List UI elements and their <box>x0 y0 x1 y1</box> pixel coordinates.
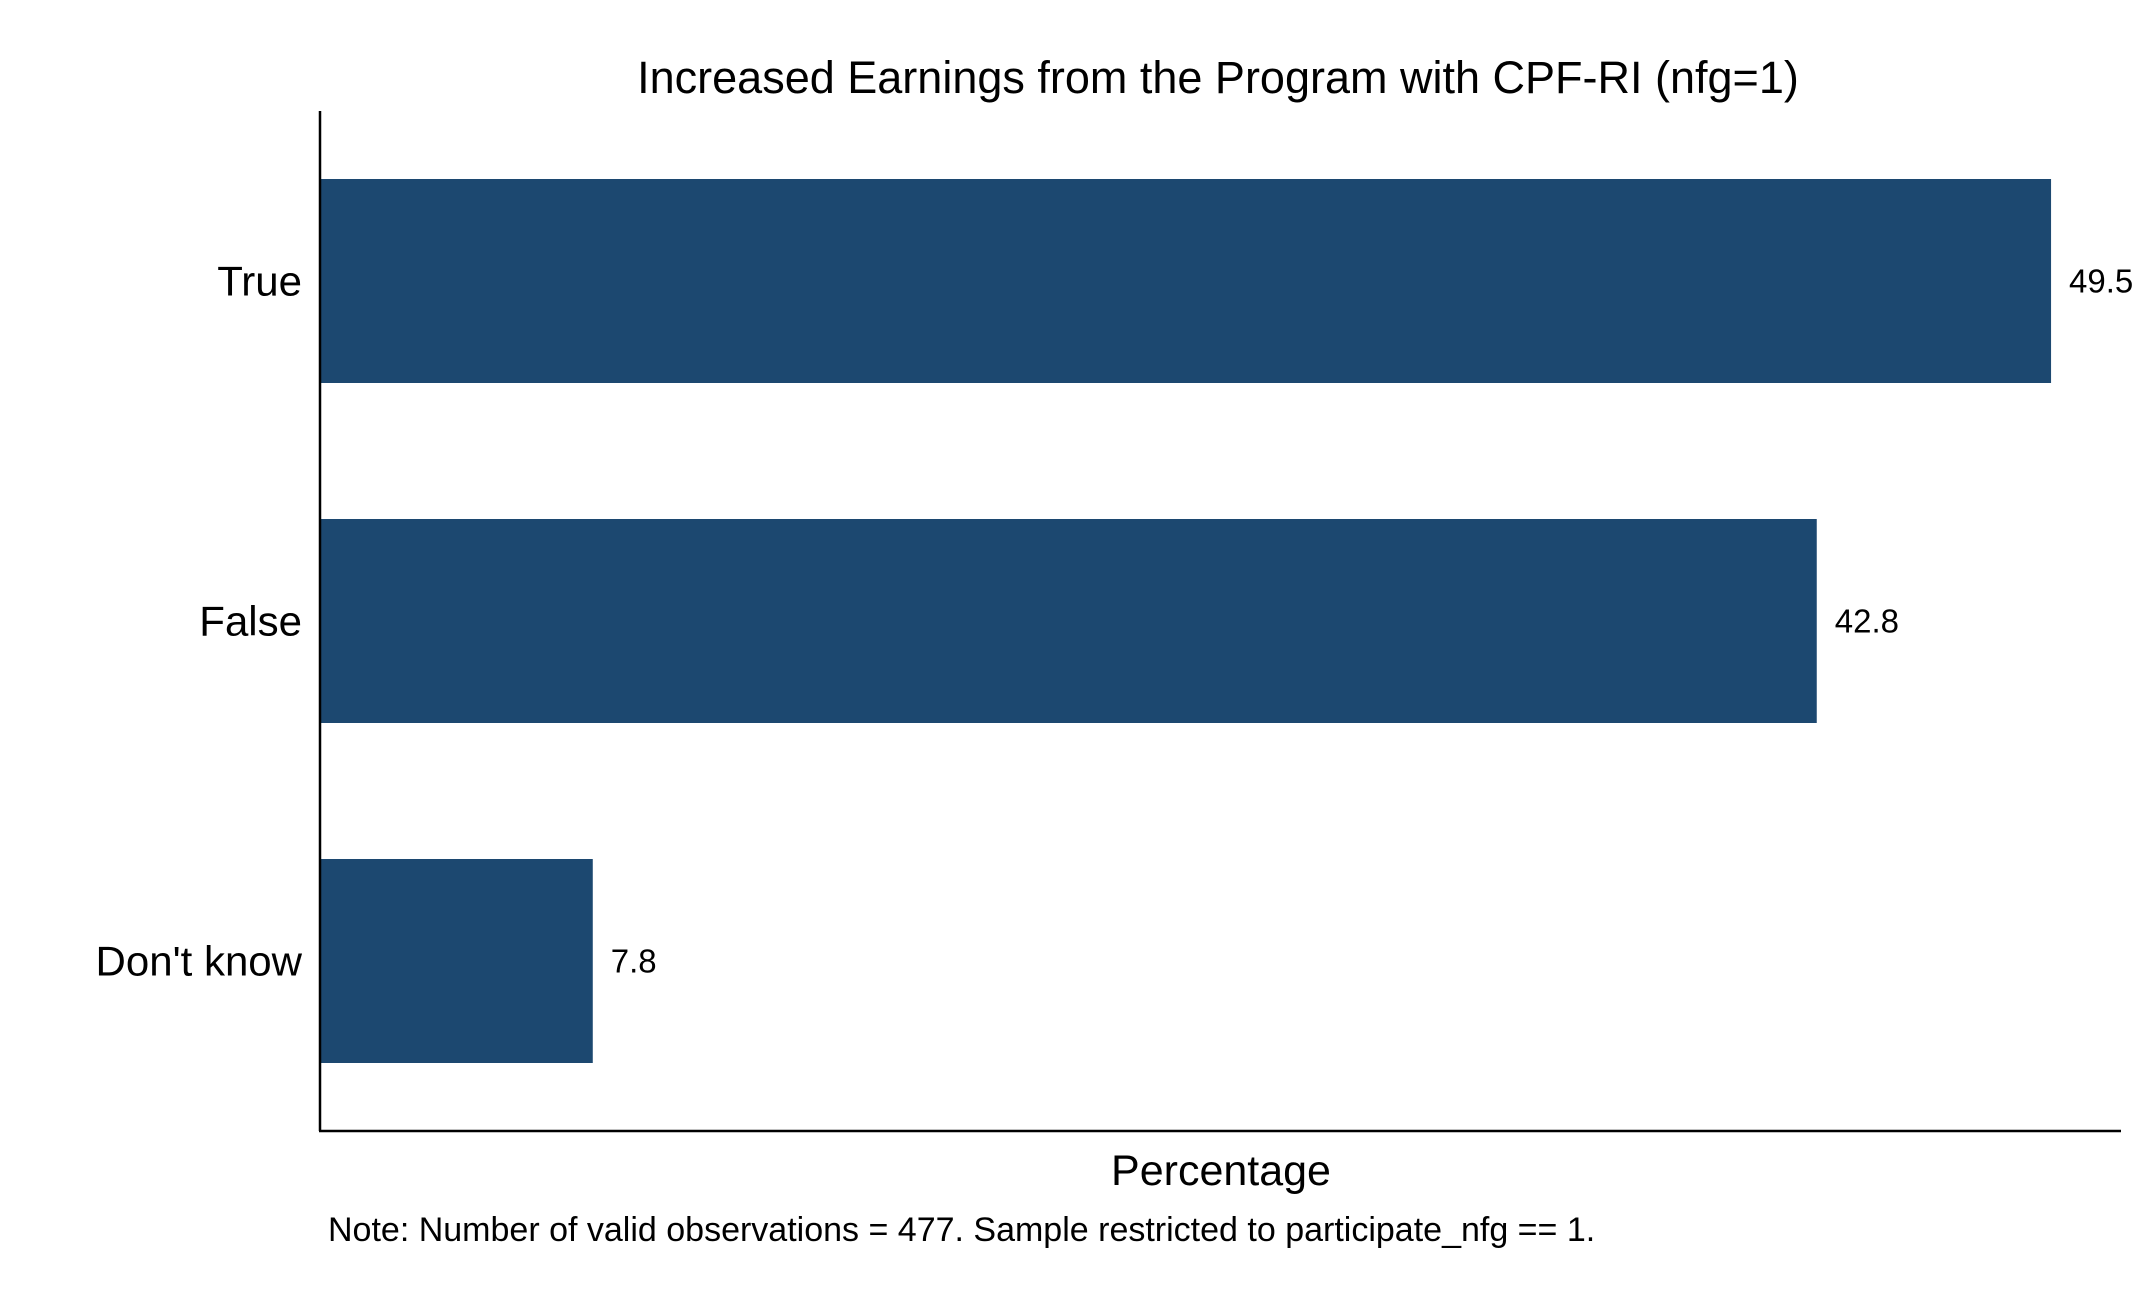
bar <box>320 859 593 1063</box>
value-label: 7.8 <box>611 943 657 980</box>
category-labels: True False Don't know <box>96 258 303 985</box>
value-labels: 49.5 42.8 7.8 <box>611 263 2134 980</box>
bar <box>320 179 2052 383</box>
chart-note: Note: Number of valid observations = 477… <box>328 1211 1595 1249</box>
value-label: 42.8 <box>1835 603 1899 640</box>
category-label: Don't know <box>96 938 303 985</box>
bars-group <box>320 179 2052 1063</box>
chart-title: Increased Earnings from the Program with… <box>637 52 1799 103</box>
category-label: False <box>199 598 302 645</box>
value-label: 49.5 <box>2069 263 2133 300</box>
category-label: True <box>217 258 302 305</box>
x-axis-title: Percentage <box>1111 1147 1331 1195</box>
bar <box>320 519 1817 723</box>
